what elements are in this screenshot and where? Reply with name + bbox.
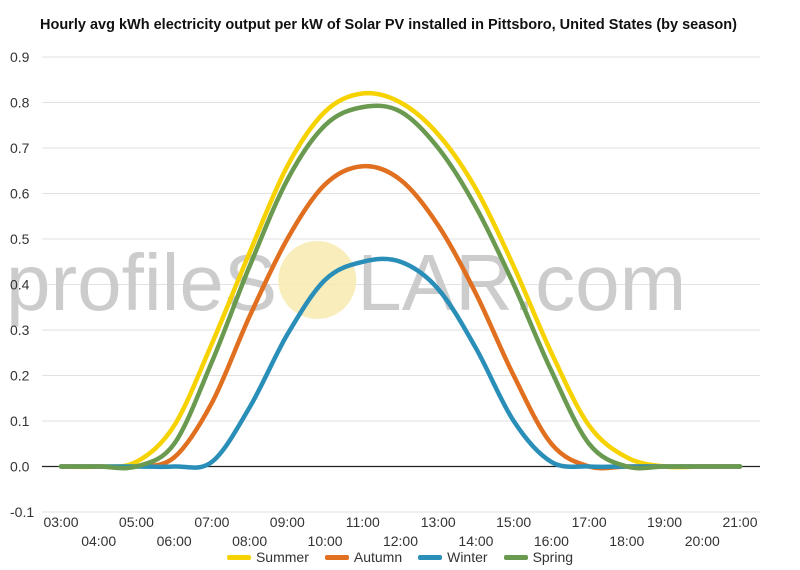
x-tick-label: 17:00: [572, 514, 607, 530]
y-tick-label: 0.3: [10, 322, 30, 338]
x-tick-label: 21:00: [722, 514, 757, 530]
legend-label: Spring: [532, 549, 574, 565]
x-tick-label: 16:00: [534, 533, 569, 549]
x-tick-label: 10:00: [308, 533, 343, 549]
x-tick-label: 04:00: [81, 533, 116, 549]
y-tick-label: 0.5: [10, 231, 30, 247]
y-tick-label: 0.4: [10, 277, 30, 293]
legend-label: Autumn: [353, 549, 403, 565]
y-axis-ticks: 0.9 0.8 0.7 0.6 0.5 0.4 0.3 0.2 0.1 0.0 -0.1: [10, 49, 34, 520]
y-tick-label: 0.7: [10, 140, 30, 156]
legend-swatch: [226, 554, 251, 560]
x-tick-label: 03:00: [43, 514, 78, 530]
series-line-spring: [58, 103, 743, 471]
y-tick-label: 0.1: [10, 413, 30, 429]
x-tick-label: 08:00: [232, 533, 267, 549]
series-lines: [58, 90, 743, 471]
legend-item-winter: Winter: [418, 549, 488, 565]
x-tick-label: 13:00: [421, 514, 456, 530]
y-tick-label: 0.8: [10, 95, 30, 111]
x-tick-label: 20:00: [685, 533, 720, 549]
y-tick-label: -0.1: [10, 504, 34, 520]
x-tick-label: 11:00: [346, 514, 380, 530]
legend-swatch: [418, 554, 443, 560]
watermark-sun-icon: [278, 241, 357, 319]
legend-item-autumn: Autumn: [324, 549, 403, 565]
watermark-text: profileS LAR.com: [6, 238, 686, 327]
chart-title: Hourly avg kWh electricity output per kW…: [40, 17, 737, 33]
x-tick-label: 12:00: [383, 533, 418, 549]
legend-label: Winter: [447, 549, 488, 565]
x-axis-ticks: 03:0004:0005:0006:0007:0008:0009:0010:00…: [43, 514, 757, 549]
legend-label: Summer: [255, 549, 309, 565]
y-tick-label: 0.0: [10, 459, 30, 475]
x-tick-label: 07:00: [194, 514, 229, 530]
legend-swatch: [503, 554, 528, 560]
x-tick-label: 18:00: [609, 533, 644, 549]
x-tick-label: 06:00: [157, 533, 192, 549]
watermark: profileS LAR.com: [6, 238, 686, 327]
legend: Summer Autumn Winter Spring: [0, 549, 800, 565]
legend-item-summer: Summer: [226, 549, 309, 565]
series-line-summer: [58, 90, 743, 470]
y-tick-label: 0.2: [10, 368, 30, 384]
legend-item-spring: Spring: [503, 549, 574, 565]
x-tick-label: 05:00: [119, 514, 154, 530]
legend-swatch: [324, 554, 349, 560]
grid-lines: [42, 56, 760, 513]
x-tick-label: 09:00: [270, 514, 305, 530]
x-tick-label: 15:00: [496, 514, 531, 530]
y-tick-label: 0.6: [10, 186, 30, 202]
x-tick-label: 19:00: [647, 514, 682, 530]
y-tick-label: 0.9: [10, 49, 30, 65]
x-tick-label: 14:00: [458, 533, 493, 549]
